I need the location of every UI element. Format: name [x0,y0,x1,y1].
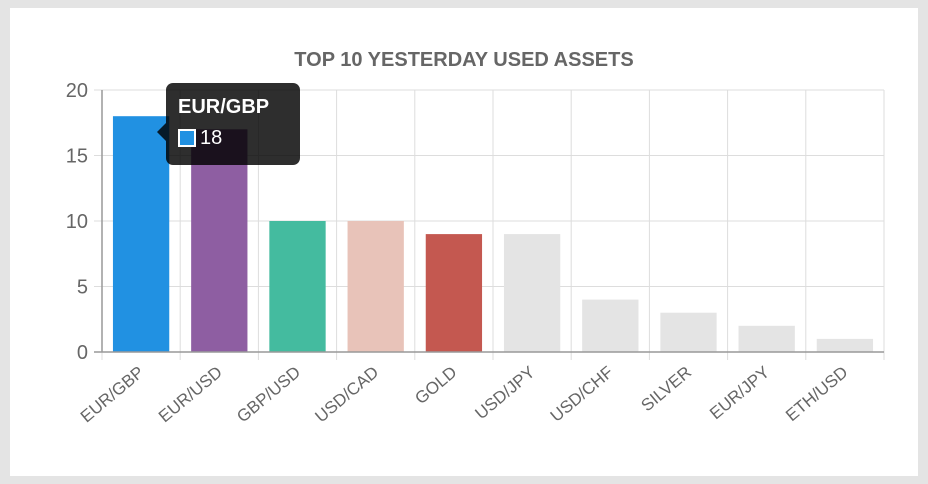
bar-silver [660,312,717,352]
chart-card: TOP 10 YESTERDAY USED ASSETS 0 5 10 15 20 EU… [10,8,918,476]
bars [112,116,874,352]
y-tick-label: 20 [66,80,88,102]
tooltip-title: EUR/GBP [178,96,270,118]
y-tick-label: 10 [66,211,88,233]
x-tick-label: GOLD [411,363,460,409]
bar-eur-usd [191,129,248,352]
x-tick-label: GBP/USD [233,363,304,427]
tooltip-value: 18 [200,127,223,149]
x-tick-label: SILVER [637,363,695,416]
bar-usd-jpy [503,234,561,352]
tooltip-color-swatch [178,129,196,147]
y-tick-label: 5 [77,277,88,299]
bar-chart: TOP 10 YESTERDAY USED ASSETS 0 5 10 15 20 EU… [66,49,885,427]
bar-gbp-usd [269,221,326,352]
y-axis-labels: 0 5 10 15 20 [66,80,88,364]
y-tick-label: 15 [66,146,88,168]
tooltip-row: 18 [178,127,288,149]
bar-eur-jpy [738,325,795,352]
x-tick-label: USD/CHF [547,363,617,426]
bar-usd-chf [582,299,639,352]
y-tick-label: 0 [77,342,88,364]
bar-eth-usd [816,338,874,352]
x-tick-label: USD/CAD [311,363,382,427]
axes [94,90,884,353]
bar-eur-gbp [112,116,170,352]
x-tick-label: ETH/USD [782,363,851,426]
x-tick-label: USD/JPY [471,363,538,424]
x-tick-label: EUR/JPY [706,363,773,424]
bar-tooltip: EUR/GBP 18 [157,83,300,165]
bar-usd-cad [347,221,404,352]
bar-gold [425,234,483,352]
x-tick-label: EUR/USD [155,363,226,427]
x-axis-labels: EUR/GBP EUR/USD GBP/USD USD/CAD GOLD USD/JPY U… [77,363,852,427]
x-tick-label: EUR/GBP [77,363,148,427]
chart-title: TOP 10 YESTERDAY USED ASSETS [294,49,633,71]
